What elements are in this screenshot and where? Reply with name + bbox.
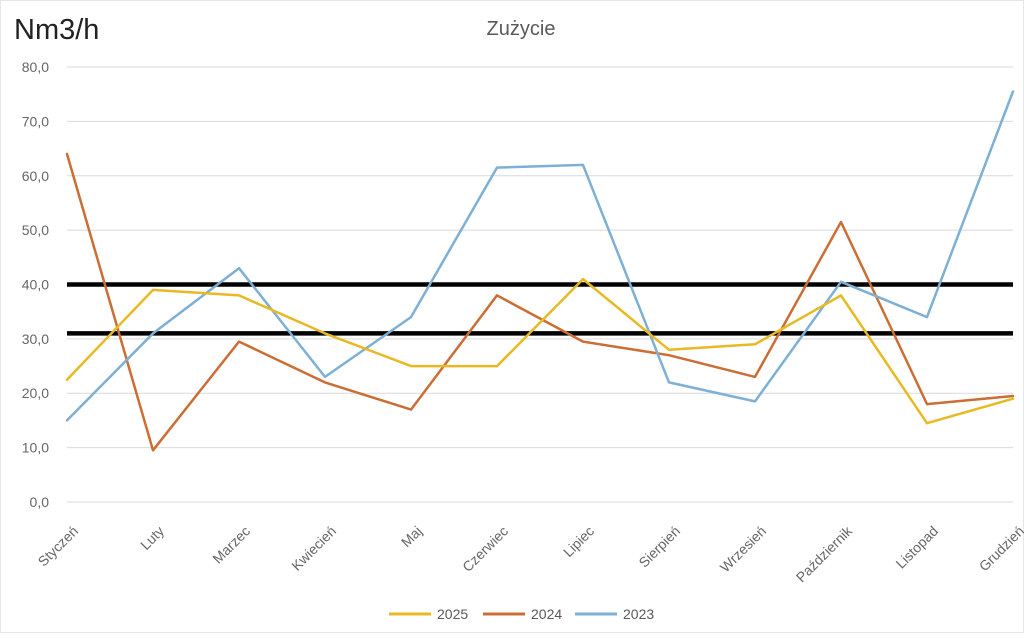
svg-text:50,0: 50,0 [22, 222, 49, 238]
svg-text:2024: 2024 [531, 606, 562, 622]
svg-text:70,0: 70,0 [22, 113, 49, 129]
svg-text:2023: 2023 [623, 606, 654, 622]
svg-text:Kwiecień: Kwiecień [288, 523, 339, 574]
svg-text:Lipiec: Lipiec [560, 523, 597, 560]
svg-text:80,0: 80,0 [22, 59, 49, 75]
svg-text:2025: 2025 [437, 606, 468, 622]
svg-text:0,0: 0,0 [30, 494, 50, 510]
svg-text:Grudzień: Grudzień [976, 523, 1024, 574]
svg-text:40,0: 40,0 [22, 277, 49, 293]
svg-text:Czerwiec: Czerwiec [459, 523, 511, 575]
svg-text:Marzec: Marzec [209, 523, 253, 567]
svg-text:10,0: 10,0 [22, 440, 49, 456]
svg-text:Sierpień: Sierpień [635, 523, 683, 571]
svg-text:Styczeń: Styczeń [35, 523, 82, 570]
svg-text:Luty: Luty [137, 523, 167, 553]
svg-text:20,0: 20,0 [22, 385, 49, 401]
svg-text:Wrzesień: Wrzesień [717, 523, 769, 575]
svg-text:Listopad: Listopad [892, 523, 941, 572]
svg-text:Październik: Październik [793, 522, 856, 585]
svg-text:Maj: Maj [398, 523, 425, 550]
svg-text:30,0: 30,0 [22, 331, 49, 347]
svg-text:60,0: 60,0 [22, 168, 49, 184]
